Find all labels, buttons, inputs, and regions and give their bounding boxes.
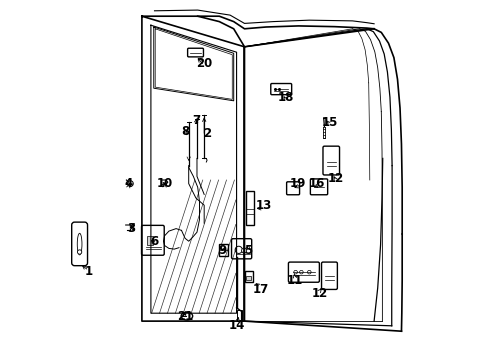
FancyBboxPatch shape <box>141 225 164 255</box>
Text: 11: 11 <box>286 274 303 287</box>
FancyBboxPatch shape <box>231 239 251 259</box>
Ellipse shape <box>77 233 82 255</box>
Text: 5: 5 <box>244 244 252 257</box>
Text: 8: 8 <box>181 125 189 138</box>
Bar <box>246 276 250 280</box>
Text: 13: 13 <box>256 199 272 212</box>
FancyBboxPatch shape <box>270 84 291 95</box>
Text: 10: 10 <box>156 177 172 190</box>
Circle shape <box>307 270 310 274</box>
Text: 9: 9 <box>218 244 226 257</box>
Ellipse shape <box>181 312 192 320</box>
Text: 3: 3 <box>127 222 135 235</box>
FancyBboxPatch shape <box>321 262 337 289</box>
Text: 2: 2 <box>202 127 210 140</box>
FancyBboxPatch shape <box>322 146 339 175</box>
FancyBboxPatch shape <box>310 179 327 195</box>
Text: 19: 19 <box>289 177 305 190</box>
Circle shape <box>241 248 246 253</box>
FancyBboxPatch shape <box>288 262 319 282</box>
Bar <box>146 236 153 245</box>
Bar <box>245 191 253 225</box>
FancyBboxPatch shape <box>286 182 299 195</box>
Text: 14: 14 <box>229 319 245 332</box>
Circle shape <box>127 181 133 186</box>
Bar <box>244 271 253 282</box>
Circle shape <box>235 246 242 253</box>
Text: 12: 12 <box>327 172 344 185</box>
Circle shape <box>77 250 81 254</box>
Text: 7: 7 <box>191 114 200 127</box>
Text: 18: 18 <box>277 91 293 104</box>
Bar <box>236 310 242 321</box>
FancyBboxPatch shape <box>72 222 87 266</box>
Text: 16: 16 <box>307 177 324 190</box>
FancyBboxPatch shape <box>187 48 203 57</box>
Text: 12: 12 <box>311 287 327 300</box>
Circle shape <box>299 270 303 274</box>
Text: 6: 6 <box>150 235 158 248</box>
Text: 4: 4 <box>124 177 132 190</box>
Text: 15: 15 <box>321 116 338 129</box>
Text: 17: 17 <box>252 283 268 296</box>
Text: 1: 1 <box>85 265 93 278</box>
Bar <box>219 244 228 256</box>
Text: 21: 21 <box>177 310 193 323</box>
Text: 20: 20 <box>196 57 212 69</box>
Circle shape <box>293 270 297 274</box>
